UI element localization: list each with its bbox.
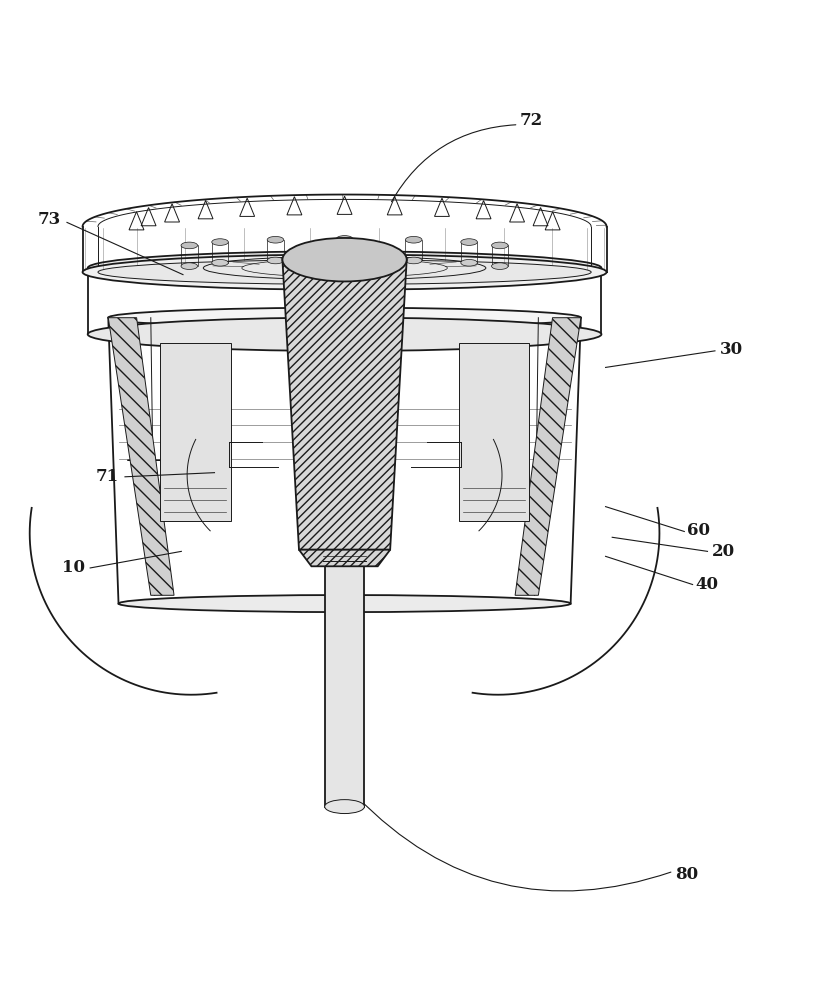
Ellipse shape	[336, 236, 353, 242]
Ellipse shape	[491, 263, 508, 269]
Polygon shape	[299, 550, 390, 566]
Ellipse shape	[267, 236, 284, 243]
Ellipse shape	[181, 242, 198, 249]
Ellipse shape	[108, 308, 581, 328]
Bar	[458, 343, 529, 521]
Ellipse shape	[405, 236, 422, 243]
Polygon shape	[515, 318, 581, 595]
Text: 10: 10	[62, 559, 85, 576]
Text: 20: 20	[711, 543, 735, 560]
Ellipse shape	[181, 263, 198, 269]
Ellipse shape	[405, 257, 422, 264]
Bar	[160, 343, 231, 521]
Ellipse shape	[325, 800, 364, 814]
Ellipse shape	[267, 257, 284, 264]
Text: 60: 60	[687, 522, 710, 539]
Ellipse shape	[282, 238, 407, 281]
Polygon shape	[282, 260, 407, 550]
Text: 72: 72	[520, 112, 543, 129]
Text: 40: 40	[696, 576, 718, 593]
Ellipse shape	[461, 239, 477, 245]
Text: 30: 30	[720, 341, 743, 358]
Ellipse shape	[88, 318, 602, 351]
Ellipse shape	[82, 255, 607, 290]
Text: 73: 73	[37, 211, 61, 228]
Ellipse shape	[491, 242, 508, 249]
Text: 80: 80	[676, 866, 698, 883]
Ellipse shape	[119, 595, 570, 612]
Ellipse shape	[212, 239, 228, 245]
Ellipse shape	[461, 259, 477, 266]
Bar	[325, 566, 364, 807]
Ellipse shape	[88, 251, 602, 285]
Ellipse shape	[212, 259, 228, 266]
Ellipse shape	[336, 256, 353, 263]
Polygon shape	[108, 318, 174, 595]
Ellipse shape	[98, 260, 591, 284]
Text: 71: 71	[95, 468, 119, 485]
